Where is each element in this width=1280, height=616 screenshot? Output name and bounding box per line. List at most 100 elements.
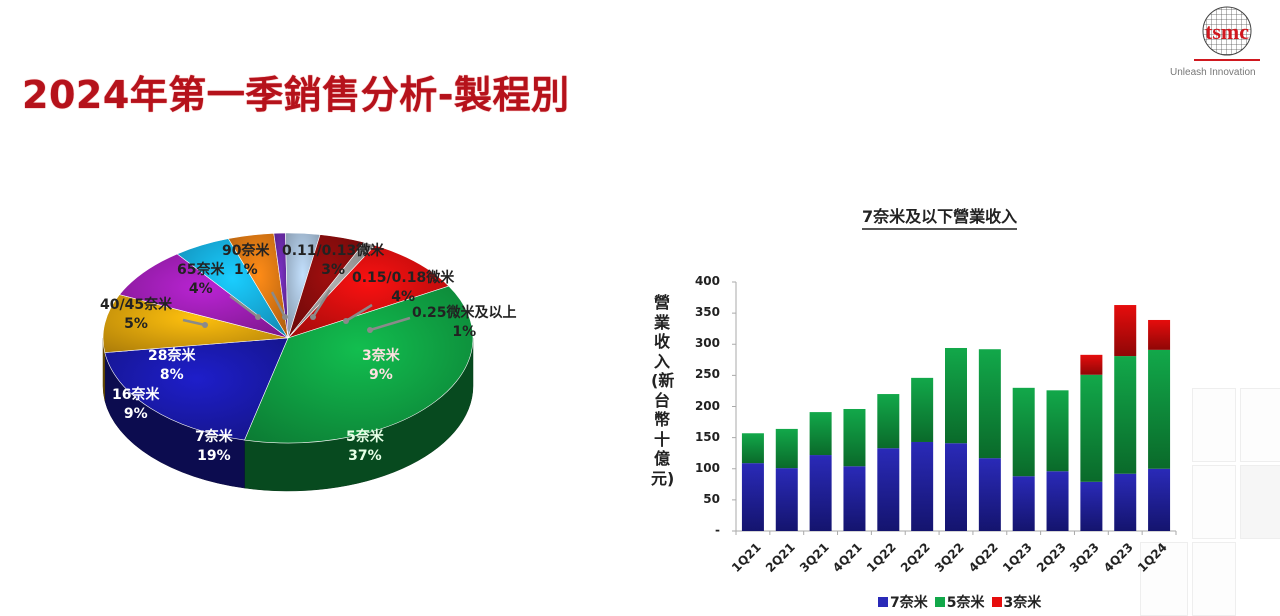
x-tick-label: 4Q22 [965, 540, 1001, 575]
bar-segment-5奈米 [877, 394, 900, 449]
pie-label-28nm: 28奈米 8% [148, 348, 196, 383]
x-tick-label: 3Q22 [931, 540, 967, 575]
y-tick-label: 250 [694, 367, 720, 382]
leader-line [369, 316, 411, 332]
y-tick-label: 150 [694, 429, 720, 444]
leader-line [270, 291, 287, 318]
y-axis-label: 營業收入(新台幣十億元) [651, 293, 675, 488]
bar-segment-7奈米 [877, 448, 900, 531]
leader-dot [343, 318, 349, 324]
background-tile [1240, 465, 1280, 539]
tsmc-logo: tsmc [1186, 4, 1276, 84]
pie-slice [287, 242, 376, 339]
pie-label-65nm: 65奈米 4% [177, 262, 225, 297]
x-tick-label: 2Q23 [1033, 540, 1069, 575]
bar-segment-7奈米 [775, 468, 798, 531]
bar-legend: 7奈米 5奈米 3奈米 [878, 592, 1044, 612]
bar-segment-7奈米 [741, 463, 764, 531]
background-tile [1140, 542, 1188, 616]
pie-label-90nm: 90奈米 1% [222, 243, 270, 278]
pie-label-3nm: 3奈米 9% [362, 348, 400, 383]
y-tick-label: 100 [694, 460, 720, 475]
pie-label-16nm: 16奈米 9% [112, 387, 160, 422]
background-tile [1192, 542, 1236, 616]
bar-segment-3奈米 [1148, 319, 1171, 350]
x-tick-label: 4Q23 [1101, 540, 1137, 575]
pie-slice [286, 244, 450, 339]
leader-line [229, 295, 259, 318]
pie-slice [104, 337, 289, 441]
x-tick-label: 4Q21 [830, 540, 866, 575]
bar-segment-5奈米 [945, 347, 967, 444]
bar-segment-5奈米 [978, 349, 1001, 459]
bar-segment-5奈米 [911, 377, 934, 442]
bar-segment-7奈米 [1148, 468, 1171, 531]
background-tile [1240, 388, 1280, 462]
bar-segment-7奈米 [843, 466, 866, 531]
bar-segment-5奈米 [741, 433, 764, 464]
bar-segment-5奈米 [1148, 349, 1171, 469]
pie-slice [244, 285, 474, 444]
y-tick-label: 50 [703, 491, 720, 506]
bar-segment-7奈米 [945, 443, 967, 531]
legend-swatch [934, 597, 945, 607]
bar-segment-7奈米 [1080, 481, 1103, 531]
bar-segment-7奈米 [809, 455, 832, 531]
leader-line [345, 303, 373, 323]
y-tick-label: 350 [694, 305, 720, 320]
bar-segment-5奈米 [809, 412, 832, 456]
bar-segment-3奈米 [1080, 354, 1103, 375]
legend-swatch [878, 597, 888, 607]
page-title: 2024年第一季銷售分析-製程別 [22, 73, 570, 117]
leader-line [182, 318, 206, 327]
leader-dot [367, 327, 373, 333]
bar-segment-7奈米 [978, 458, 1001, 531]
y-tick-label: 300 [694, 336, 720, 351]
y-tick-label: - [715, 523, 720, 537]
bar-segment-7奈米 [1012, 476, 1035, 531]
x-tick-label: 2Q22 [898, 540, 933, 575]
bar-segment-5奈米 [775, 428, 798, 469]
y-tick-label: 400 [694, 274, 720, 288]
bar-segment-3奈米 [1114, 305, 1137, 357]
leader-dot [202, 322, 208, 328]
x-tick-label: 3Q23 [1067, 540, 1103, 575]
bar-segment-7奈米 [911, 441, 934, 531]
logo-tagline: Unleash Innovation [1170, 67, 1256, 78]
bar-segment-5奈米 [1046, 390, 1069, 472]
background-tile [1192, 388, 1236, 462]
bar-segment-5奈米 [843, 408, 866, 467]
pie-label-011-013um: 0.11/0.13微米 3% [282, 243, 385, 278]
leader-line [311, 289, 332, 318]
bar-segment-7奈米 [1114, 473, 1137, 531]
bar-segment-7奈米 [1046, 471, 1069, 531]
bar-segment-5奈米 [1012, 387, 1035, 477]
legend-swatch [991, 597, 1002, 607]
x-tick-label: 2Q21 [762, 540, 798, 575]
pie-label-40-45nm: 40/45奈米 5% [100, 297, 173, 332]
leader-dot [255, 314, 261, 320]
bar-segment-5奈米 [1114, 356, 1137, 474]
y-tick-label: 200 [694, 398, 720, 413]
wafer-icon: tsmc [1194, 6, 1260, 61]
pie-chart: 90奈米 1% 0.11/0.13微米 3% 65奈米 4% 0.15/0.18微米 4… [0, 190, 620, 570]
logo-text: tsmc [1205, 19, 1249, 44]
leader-dot [310, 314, 316, 320]
pie-slice [118, 253, 289, 339]
leader-dot [282, 314, 288, 320]
legend-item-3nm: 3奈米 [991, 592, 1041, 612]
x-tick-label: 1Q21 [728, 540, 764, 575]
pie-label-025um-above: 0.25微米及以上 1% [412, 305, 517, 340]
pie-chart-graphic [102, 232, 474, 492]
x-tick-label: 3Q21 [796, 540, 832, 575]
bar-chart-title: 7奈米及以下營業收入 [862, 203, 1018, 230]
pie-label-015-018um: 0.15/0.18微米 4% [352, 270, 455, 305]
legend-item-7nm: 7奈米 [878, 592, 928, 612]
x-tick-label: 1Q22 [864, 540, 900, 575]
pie-label-7nm: 7奈米 19% [195, 429, 233, 464]
pie-label-5nm: 5奈米 37% [346, 429, 384, 464]
legend-item-5nm: 5奈米 [934, 592, 985, 612]
x-tick-label: 1Q23 [999, 540, 1035, 575]
background-tile [1192, 465, 1236, 539]
bar-segment-5奈米 [1080, 374, 1103, 482]
